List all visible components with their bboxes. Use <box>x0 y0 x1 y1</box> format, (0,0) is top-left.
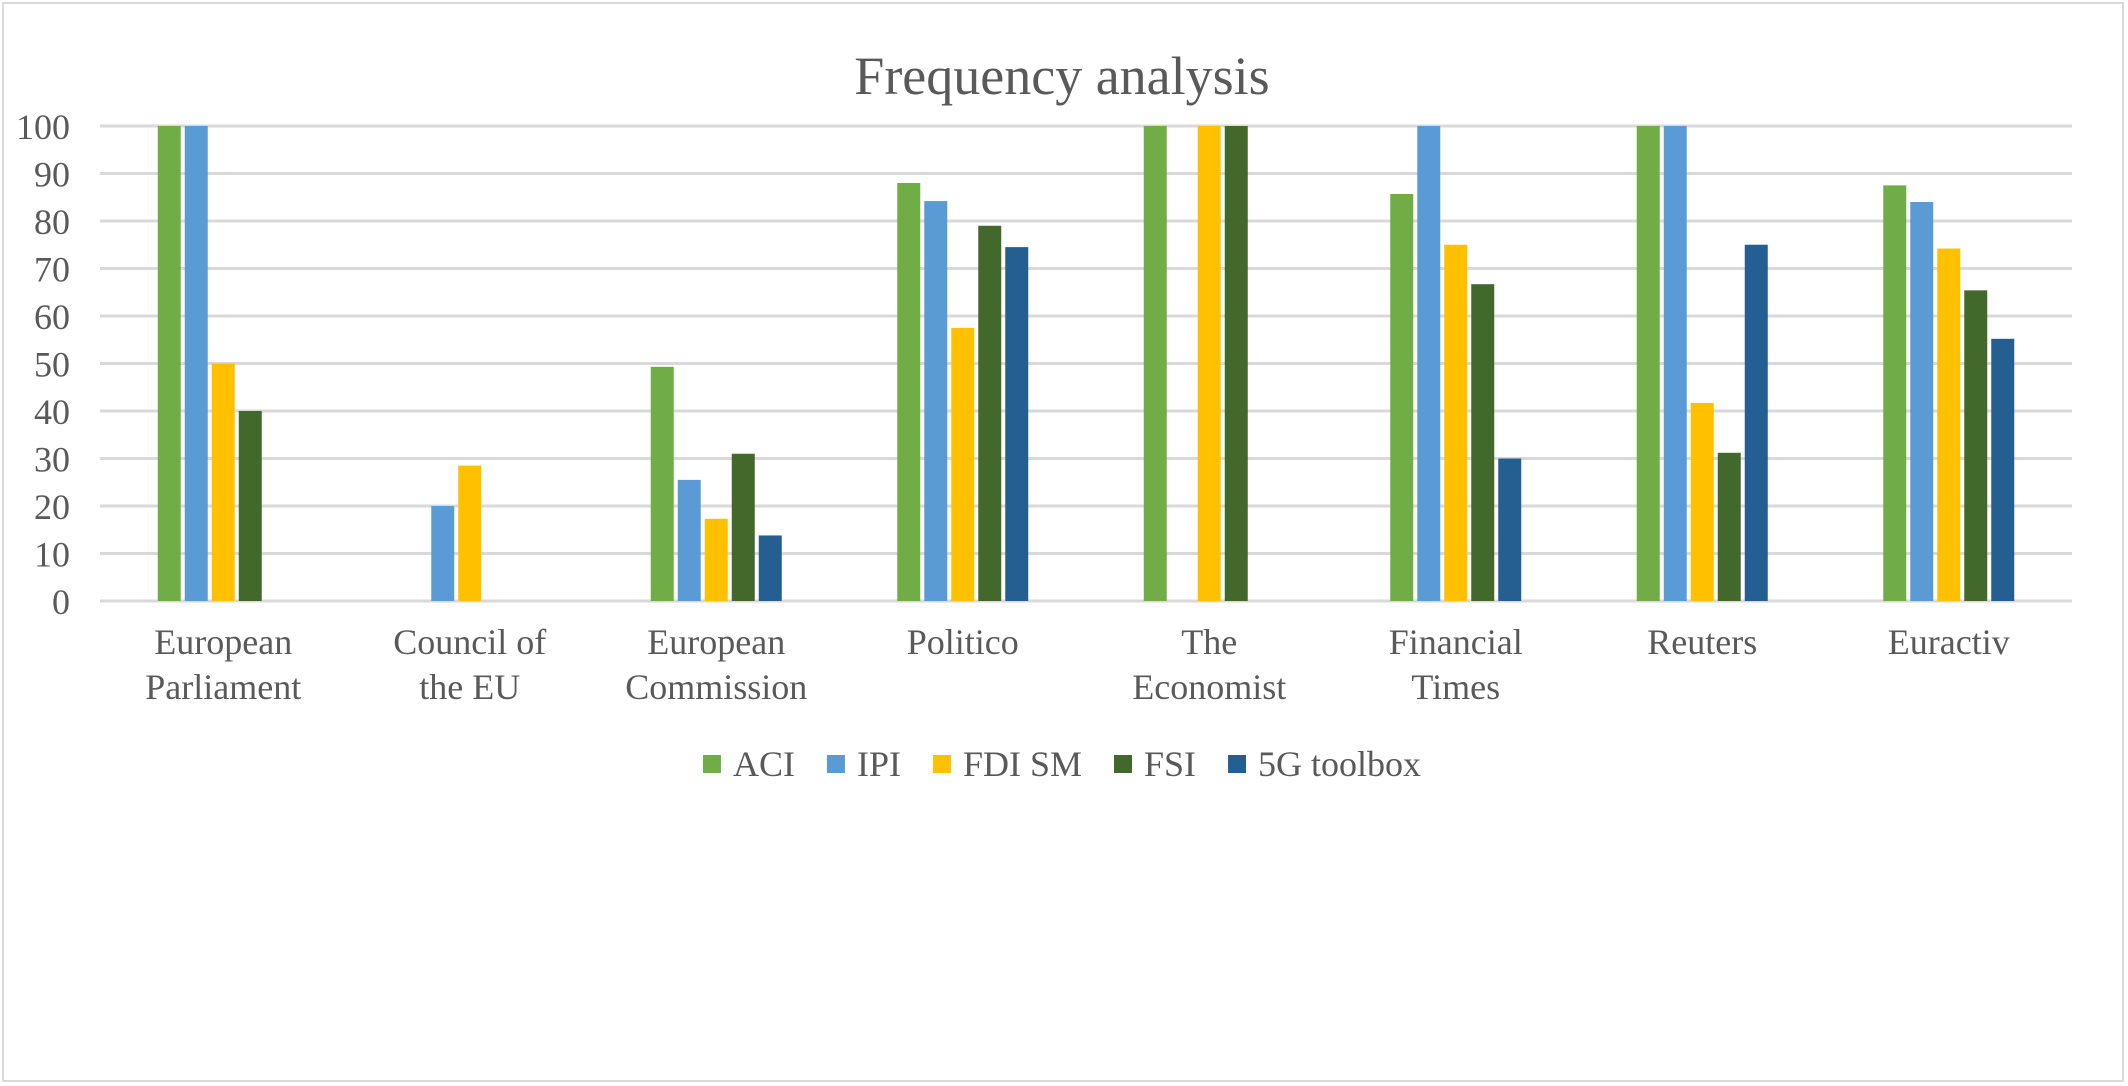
bar-ipi-6 <box>1417 126 1441 601</box>
legend-swatch-fdi-sm <box>932 755 951 773</box>
bar-chart: Frequency analysis 0 10 20 30 40 50 60 70 80 90 10… <box>16 46 2072 784</box>
bar-ipi-3 <box>677 479 701 601</box>
bar-fdi-sm-1 <box>211 363 235 601</box>
x-tick-label-line: Times <box>1411 667 1500 707</box>
bar-fsi-8 <box>1964 290 1988 601</box>
x-tick-label-line: Economist <box>1132 667 1286 707</box>
bar-fdi-sm-5 <box>1197 126 1221 601</box>
legend: ACI IPI FDI SM FSI 5G toolbox <box>702 744 1421 784</box>
y-tick-label-50: 50 <box>34 345 70 385</box>
y-tick-label-60: 60 <box>34 297 70 337</box>
bar-fdi-sm-6 <box>1444 244 1468 601</box>
y-tick-label-20: 20 <box>34 487 70 527</box>
x-tick-label-line: European <box>154 622 292 662</box>
legend-item-fdi-sm: FDI SM <box>932 744 1082 784</box>
bar-ipi-4 <box>924 201 948 602</box>
bar-aci-5 <box>1143 126 1167 601</box>
bar-fdi-sm-4 <box>951 327 975 601</box>
bar-fsi-4 <box>978 225 1002 601</box>
x-tick-label-6: Financial Times <box>1389 622 1523 707</box>
bar-5g-toolbox-6 <box>1498 458 1522 601</box>
legend-label-5g-toolbox: 5G toolbox <box>1258 744 1421 784</box>
legend-label-fdi-sm: FDI SM <box>963 744 1082 784</box>
x-tick-label-line: European <box>647 622 785 662</box>
bar-fsi-5 <box>1224 126 1248 601</box>
bar-5g-toolbox-3 <box>758 535 782 601</box>
bar-aci-7 <box>1636 126 1660 601</box>
x-tick-label-line: The <box>1181 622 1237 662</box>
x-tick-label-line: Parliament <box>145 667 301 707</box>
y-tick-label-90: 90 <box>34 155 70 195</box>
bar-ipi-7 <box>1663 126 1687 601</box>
gridlines <box>100 124 2072 603</box>
bar-fsi-1 <box>238 411 262 601</box>
y-tick-label-30: 30 <box>34 440 70 480</box>
legend-item-5g-toolbox: 5G toolbox <box>1228 744 1421 784</box>
x-tick-label-line: Financial <box>1389 622 1523 662</box>
bar-5g-toolbox-7 <box>1744 244 1768 601</box>
legend-item-fsi: FSI <box>1114 744 1196 784</box>
bar-5g-toolbox-8 <box>1991 338 2015 601</box>
y-tick-label-0: 0 <box>52 582 70 622</box>
bar-fdi-sm-8 <box>1937 248 1961 602</box>
x-axis-tick-labels: European Parliament Council of the EU Europe… <box>145 622 2009 707</box>
x-tick-label-2: Council of the EU <box>393 622 546 707</box>
bar-fdi-sm-3 <box>704 518 728 601</box>
legend-label-aci: ACI <box>733 744 795 784</box>
x-tick-label-line: Politico <box>907 622 1019 662</box>
legend-item-aci: ACI <box>702 744 795 784</box>
x-tick-label-line: the EU <box>419 667 520 707</box>
bar-fdi-sm-2 <box>458 465 482 601</box>
legend-label-fsi: FSI <box>1144 744 1196 784</box>
legend-swatch-fsi <box>1114 755 1132 773</box>
x-tick-label-1: European Parliament <box>145 622 301 707</box>
bar-fsi-7 <box>1717 452 1741 601</box>
bar-aci-4 <box>897 183 921 601</box>
legend-swatch-5g-toolbox <box>1228 755 1247 773</box>
legend-item-ipi: IPI <box>826 744 901 784</box>
bar-aci-8 <box>1883 185 1907 601</box>
bar-aci-3 <box>650 366 674 601</box>
x-tick-label-line: Euractiv <box>1888 622 2010 662</box>
y-tick-label-10: 10 <box>34 535 70 575</box>
bar-ipi-8 <box>1910 202 1934 601</box>
y-axis-tick-labels: 0 10 20 30 40 50 60 70 80 90 100 <box>16 107 70 622</box>
bar-ipi-1 <box>184 126 208 601</box>
x-tick-label-line: Council of <box>393 622 546 662</box>
x-tick-label-8: Euractiv <box>1888 622 2010 662</box>
y-tick-label-70: 70 <box>34 250 70 290</box>
chart-title: Frequency analysis <box>854 46 1269 106</box>
bar-fsi-6 <box>1471 284 1495 601</box>
bar-fsi-3 <box>731 453 755 601</box>
x-tick-label-line: Reuters <box>1647 622 1757 662</box>
bar-fdi-sm-7 <box>1690 402 1714 601</box>
x-tick-label-7: Reuters <box>1647 622 1757 662</box>
x-tick-label-3: European Commission <box>625 622 807 707</box>
bar-aci-1 <box>157 126 181 601</box>
y-tick-label-80: 80 <box>34 202 70 242</box>
legend-swatch-aci <box>702 755 721 773</box>
bar-ipi-2 <box>431 506 455 601</box>
bar-5g-toolbox-4 <box>1005 247 1029 601</box>
x-tick-label-4: Politico <box>907 622 1019 662</box>
y-tick-label-100: 100 <box>16 107 70 147</box>
y-tick-label-40: 40 <box>34 392 70 432</box>
bar-aci-6 <box>1390 193 1414 602</box>
legend-label-ipi: IPI <box>857 744 901 784</box>
x-tick-label-line: Commission <box>625 667 807 707</box>
legend-swatch-ipi <box>826 755 845 773</box>
bars <box>157 126 2015 602</box>
x-tick-label-5: The Economist <box>1132 622 1286 707</box>
